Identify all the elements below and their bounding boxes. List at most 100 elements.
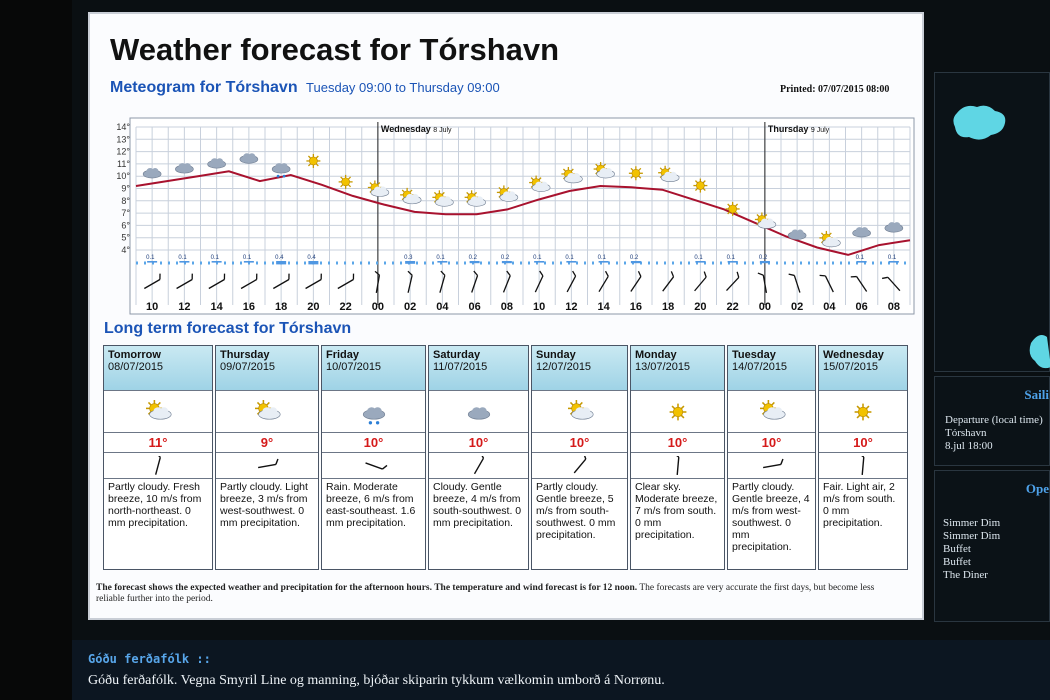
forecast-description: Rain. Moderate breeze, 6 m/s from east-s… [322, 478, 425, 531]
partly-cloudy-icon [759, 399, 785, 419]
map-panel [934, 72, 1050, 372]
precip-bar [534, 261, 545, 263]
rain-cloud-icon [362, 406, 385, 424]
cloud-icon [884, 222, 904, 233]
forecast-sky-cell [429, 390, 528, 432]
forecast-wind-cell [104, 452, 212, 478]
forecast-day-header: Tuesday 14/07/2015 [728, 346, 815, 390]
x-hour-label: 12 [565, 301, 577, 313]
forecast-sky-cell [819, 390, 907, 432]
wind-barb-icon [337, 273, 355, 290]
venue-item: Simmer Dim [943, 530, 1001, 542]
x-hour-label: 12 [178, 301, 190, 313]
footnote-normal: The forecasts are very accurate the firs… [96, 583, 875, 604]
forecast-day-column: Tuesday 14/07/2015 10° Partly cloudy. Ge… [727, 345, 816, 570]
y-tick-label: 10° [116, 171, 130, 181]
cloud-icon [142, 168, 162, 179]
forecast-day-header: Sunday 12/07/2015 [532, 346, 627, 390]
forecast-day-name: Saturday [433, 349, 481, 361]
x-hour-label: 06 [469, 301, 481, 313]
partly-cloudy-icon [496, 185, 519, 202]
wind-arrow-icon [473, 455, 484, 474]
meteogram-range: Tuesday 09:00 to Thursday 09:00 [306, 80, 500, 95]
precip-bar [147, 261, 158, 263]
wind-barb-icon [534, 270, 544, 293]
x-hour-label: 04 [436, 301, 449, 313]
precip-value: 0.4 [275, 255, 284, 261]
precip-value: 0.1 [565, 255, 574, 261]
ticker-heading: Góðu ferðafólk :: [88, 652, 211, 666]
forecast-description: Cloudy. Gentle breeze, 4 m/s from south-… [429, 478, 528, 531]
partly-cloudy-icon [464, 190, 486, 207]
y-tick-label: 7° [121, 208, 130, 218]
forecast-day-name: Sunday [536, 349, 576, 361]
precip-bar [727, 261, 738, 263]
venue-item: The Diner [943, 569, 988, 581]
y-tick-label: 4° [121, 245, 130, 255]
forecast-day-name: Tuesday [732, 349, 776, 361]
forecast-description: Partly cloudy. Fresh breeze, 10 m/s from… [104, 478, 212, 531]
sun-icon [628, 166, 643, 181]
wind-barb-icon [757, 272, 768, 293]
wind-arrow-icon [364, 461, 387, 470]
wind-barb-icon [850, 275, 868, 292]
forecast-day-header: Saturday 11/07/2015 [429, 346, 528, 390]
forecast-description: Partly cloudy. Gentle breeze, 5 m/s from… [532, 478, 627, 543]
meteogram-chart: 14° 13° 12° 11° 10° 9° 8° 7° 6° 5° 4° Wednesday 8 J… [116, 117, 915, 315]
x-hour-label: 14 [598, 301, 611, 313]
wind-arrow-icon [258, 458, 279, 468]
forecast-day-date: 13/07/2015 [635, 361, 691, 373]
wind-barb-icon [407, 270, 413, 293]
forecast-day-date: 08/07/2015 [108, 361, 164, 373]
forecast-sky-cell [216, 390, 318, 432]
cloud-icon [467, 406, 490, 419]
wind-barb-icon [144, 273, 161, 290]
meteogram-title: Meteogram for Tórshavn Tuesday 09:00 to … [110, 79, 500, 96]
forecast-wind-cell [322, 452, 425, 478]
partly-cloudy-icon [567, 399, 593, 419]
wind-arrow-icon [858, 455, 865, 475]
forecast-description: Partly cloudy. Light breeze, 3 m/s from … [216, 478, 318, 531]
wind-barb-icon [471, 270, 479, 293]
wind-barb-icon [176, 273, 193, 290]
cloud-icon [787, 229, 807, 240]
partly-cloudy-icon [400, 187, 422, 205]
wind-arrow-icon [154, 455, 162, 475]
precip-bar [695, 261, 706, 263]
partly-cloudy-icon [593, 162, 615, 179]
precip-bar [179, 261, 190, 263]
precip-value: 0.1 [888, 255, 897, 261]
wind-barb-icon [273, 273, 290, 290]
wind-barb-icon [439, 270, 446, 293]
precip-value: 0.3 [404, 255, 413, 261]
precip-value: 0.2 [759, 255, 768, 261]
precip-value: 0.1 [598, 255, 607, 261]
precip-value: 0.1 [211, 255, 220, 261]
forecast-day-name: Friday [326, 349, 360, 361]
precip-bar [888, 261, 899, 263]
cloud-icon [207, 158, 226, 169]
wind-barb-icon [882, 276, 901, 292]
precip-value: 0.1 [694, 255, 703, 261]
partly-cloudy-icon [529, 175, 551, 192]
printed-timestamp: Printed: 07/07/2015 08:00 [780, 84, 890, 95]
x-hour-label: 20 [307, 301, 319, 313]
x-hour-label: 18 [662, 301, 674, 313]
precip-value: 0.1 [146, 255, 155, 261]
wind-arrow-icon [573, 455, 586, 473]
map-icon [953, 105, 1050, 369]
precip-value: 0.4 [307, 255, 316, 261]
forecast-day-column: Friday 10/07/2015 10° Rain. Moderate bre… [321, 345, 426, 570]
forecast-description: Clear sky. Moderate breeze, 7 m/s from s… [631, 478, 724, 543]
forecast-day-date: 11/07/2015 [433, 361, 488, 373]
partly-cloudy-icon [561, 166, 583, 184]
forecast-day-header: Wednesday 15/07/2015 [819, 346, 907, 390]
x-hour-label: 22 [340, 301, 352, 313]
forecast-wind-cell [728, 452, 815, 478]
sailing-panel: Saili Departure (local time) Tórshavn 8.… [934, 376, 1050, 466]
x-hour-label: 08 [501, 301, 513, 313]
forecast-day-name: Thursday [220, 349, 270, 361]
meteogram-frame [129, 117, 915, 315]
partly-cloudy-icon [658, 165, 680, 183]
y-tick-label: 13° [116, 134, 130, 144]
